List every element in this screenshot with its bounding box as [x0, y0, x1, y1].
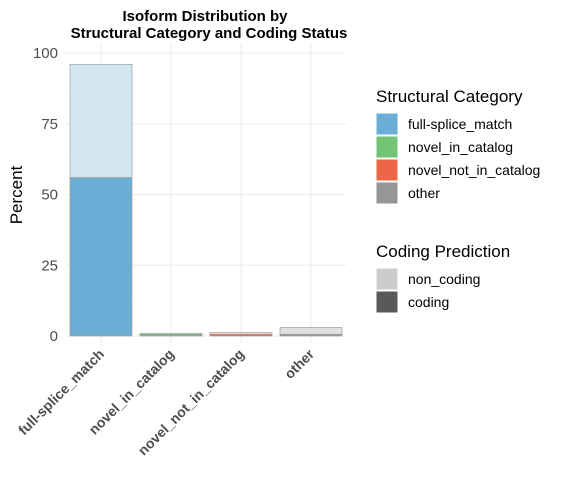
legend-label-other: other — [408, 185, 440, 201]
bar-coding-full-splice_match — [69, 177, 133, 337]
legend-label-non_coding: non_coding — [408, 271, 480, 287]
legends: Structural Category full-splice_matchnove… — [375, 87, 540, 314]
bar-non_coding-novel_not_in_catalog — [209, 332, 273, 335]
bars — [69, 63, 343, 337]
legend-key-novel_in_catalog — [375, 135, 399, 159]
legend-key-other — [375, 181, 399, 205]
legend-label-novel_not_in_catalog: novel_not_in_catalog — [408, 162, 540, 178]
legend-label-full-splice_match: full-splice_match — [408, 116, 512, 132]
legend-key-novel_not_in_catalog — [375, 158, 399, 182]
chart-title-line-2: Structural Category and Coding Status — [71, 25, 348, 42]
y-ticks: 0 25 50 75 100 — [33, 45, 58, 345]
legend-key-non_coding — [375, 267, 399, 291]
legend-key-coding — [375, 290, 399, 314]
legend-label-coding: coding — [408, 294, 449, 310]
legend-title: Structural Category — [376, 87, 523, 106]
bar-non_coding-other — [279, 327, 343, 335]
y-tick-label: 50 — [41, 187, 58, 204]
legend-title: Coding Prediction — [376, 242, 510, 261]
y-tick-label: 75 — [41, 116, 58, 133]
y-tick-label: 100 — [33, 45, 58, 62]
y-axis-label: Percent — [7, 165, 26, 224]
x-tick-label-other: other — [281, 345, 317, 381]
chart-title-line-1: Isoform Distribution by — [123, 8, 289, 25]
bar-non_coding-novel_in_catalog — [139, 333, 203, 335]
y-tick-label: 0 — [50, 328, 58, 345]
y-tick-label: 25 — [41, 257, 58, 274]
legend-key-full-splice_match — [375, 112, 399, 136]
x-ticks: full-splice_matchnovel_in_catalognovel_n… — [15, 345, 318, 458]
bar-non_coding-full-splice_match — [69, 63, 133, 178]
legend-label-novel_in_catalog: novel_in_catalog — [408, 139, 513, 155]
